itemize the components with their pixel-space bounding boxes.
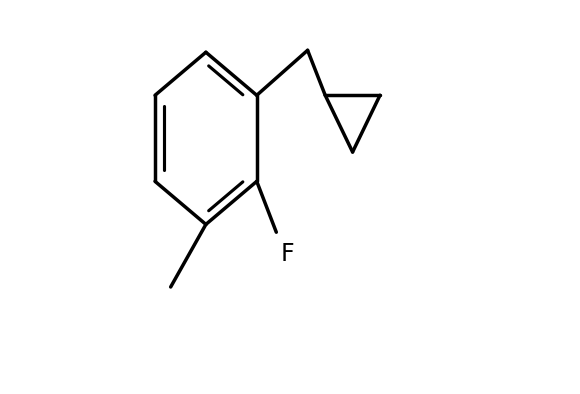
Text: F: F: [280, 242, 294, 266]
